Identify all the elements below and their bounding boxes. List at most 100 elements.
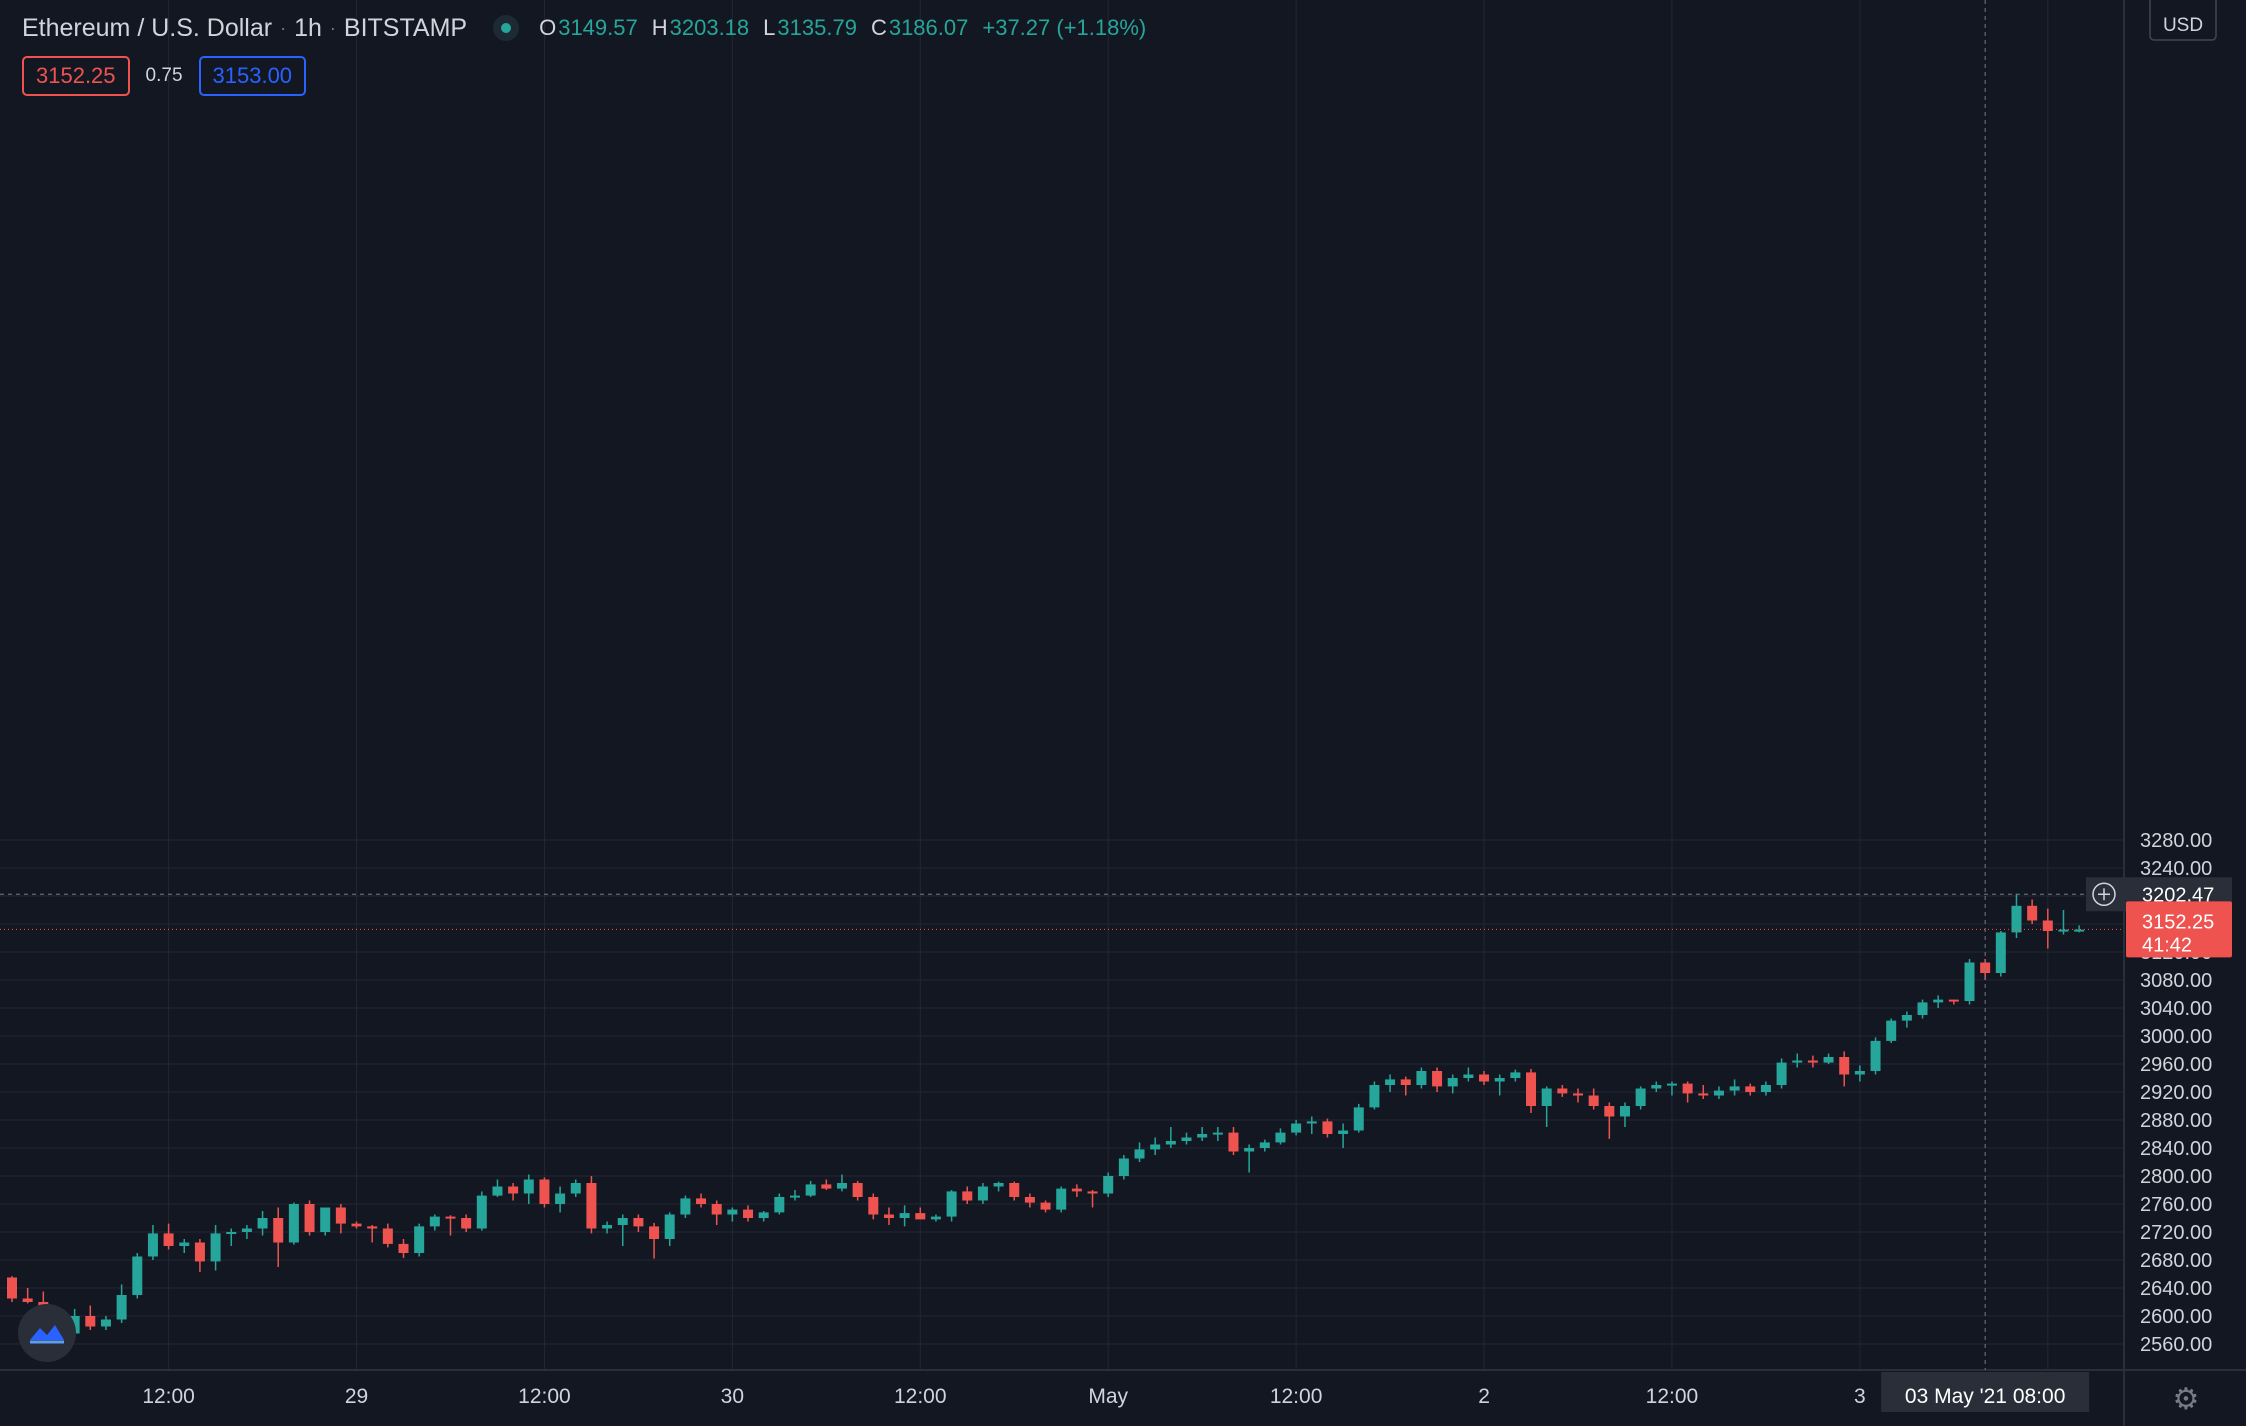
time-tick-label: 3 (1854, 1385, 1866, 1408)
candle-body (226, 1232, 237, 1234)
candle-body (1745, 1086, 1756, 1092)
candle-body (1964, 962, 1975, 1001)
candle-body (367, 1226, 378, 1229)
candle-body (1619, 1106, 1630, 1117)
candle-body (1385, 1079, 1396, 1085)
time-tick-label: May (1088, 1385, 1128, 1408)
price-tick-label: 2600.00 (2140, 1306, 2212, 1328)
candle-body (711, 1204, 722, 1215)
symbol-name[interactable]: Ethereum / U.S. Dollar (22, 13, 273, 42)
candle-body (508, 1186, 519, 1194)
currency-badge[interactable] (2149, 0, 2217, 41)
candle-body (1713, 1090, 1724, 1096)
candle-body (790, 1195, 800, 1198)
candle-body (1322, 1121, 1333, 1134)
market-status-icon[interactable] (493, 15, 520, 41)
candle-body (1040, 1202, 1051, 1210)
candle-body (257, 1218, 268, 1229)
candle-body (351, 1223, 362, 1227)
high-value: 3203.18 (669, 15, 750, 40)
candle-body (1980, 962, 1991, 973)
candle-body (915, 1213, 926, 1220)
candle-body (1948, 999, 1959, 1002)
currency-label: USD (2163, 15, 2203, 36)
buy-button[interactable]: 3153.00 (198, 56, 307, 96)
candle-body (1181, 1137, 1192, 1141)
tradingview-logo-icon[interactable] (18, 1304, 76, 1362)
close-key: C (870, 15, 887, 40)
interval-label[interactable]: 1h (294, 13, 322, 42)
time-tick-label: 12:00 (1270, 1385, 1323, 1408)
last-price-box (2126, 901, 2232, 958)
candle-body (2027, 905, 2038, 921)
time-tick-label: 12:00 (894, 1385, 947, 1408)
candle-body (100, 1319, 111, 1327)
candle-body (1150, 1144, 1161, 1150)
time-tick-label: 30 (721, 1385, 744, 1408)
candle-body (1338, 1130, 1349, 1134)
candle-body (1447, 1078, 1458, 1087)
candle-body (602, 1225, 613, 1229)
candle-body (930, 1216, 941, 1220)
candle-body (1933, 999, 1944, 1003)
candle-body (1244, 1148, 1255, 1152)
candle-body (633, 1218, 644, 1227)
candle-body (836, 1183, 847, 1189)
low-key: L (763, 15, 776, 40)
add-alert-plus-icon[interactable] (2092, 882, 2116, 907)
exchange-label: BITSTAMP (343, 13, 468, 42)
candle-body (727, 1209, 738, 1215)
candle-body (1807, 1060, 1818, 1063)
candle-body (1792, 1060, 1803, 1063)
candle-body (179, 1242, 190, 1246)
candle-body (273, 1218, 284, 1243)
sell-button[interactable]: 3152.25 (22, 56, 130, 96)
candle-body (946, 1191, 957, 1217)
time-tick-label: 12:00 (1646, 1385, 1699, 1408)
candle-body (398, 1243, 409, 1253)
candle-body (1275, 1132, 1286, 1143)
candle-body (680, 1198, 691, 1215)
candle-body (883, 1214, 894, 1218)
candle-body (1995, 932, 2006, 973)
candle-body (1056, 1188, 1067, 1210)
time-tick-label: 2 (1478, 1385, 1490, 1408)
crosshair-time-label: 03 May '21 08:00 (1905, 1385, 2065, 1408)
candle-body (1400, 1079, 1411, 1085)
candle-body (1353, 1107, 1364, 1131)
candle-body (852, 1183, 863, 1197)
candle-body (1839, 1057, 1850, 1075)
price-tick-label: 2880.00 (2140, 1110, 2212, 1132)
candle-body (382, 1228, 393, 1244)
candle-body (774, 1197, 785, 1213)
candle-body (1306, 1121, 1317, 1124)
candle-body (2058, 929, 2069, 932)
settings-gear-icon[interactable]: ⚙ (2172, 1383, 2200, 1416)
candle-body (414, 1226, 425, 1253)
candle-body (1494, 1078, 1505, 1082)
candle-body (1432, 1071, 1443, 1087)
candle-body (210, 1233, 221, 1262)
last-price-label: 3152.25 (2142, 911, 2214, 933)
symbol-header: Ethereum / U.S. Dollar · 1h · BITSTAMP O… (22, 13, 1147, 42)
price-tick-label: 3040.00 (2140, 998, 2212, 1020)
candle-body (492, 1186, 503, 1196)
open-key: O (539, 15, 557, 40)
candle-body (288, 1204, 299, 1243)
candle-body (523, 1179, 534, 1194)
candle-body (805, 1184, 816, 1196)
candle-body (1291, 1123, 1302, 1133)
candle-body (1917, 1002, 1928, 1015)
price-tick-label: 2920.00 (2140, 1082, 2212, 1104)
candle-body (977, 1186, 988, 1201)
candle-body (1760, 1085, 1771, 1092)
candle-body (1212, 1132, 1223, 1135)
candle-body (570, 1183, 581, 1194)
candle-body (1557, 1088, 1568, 1094)
candle-body (868, 1197, 879, 1215)
trade-buttons: 3152.25 0.75 3153.00 (22, 56, 307, 96)
candle-body (1635, 1088, 1646, 1106)
price-tick-label: 2720.00 (2140, 1222, 2212, 1244)
time-tick-label: 29 (345, 1385, 368, 1408)
